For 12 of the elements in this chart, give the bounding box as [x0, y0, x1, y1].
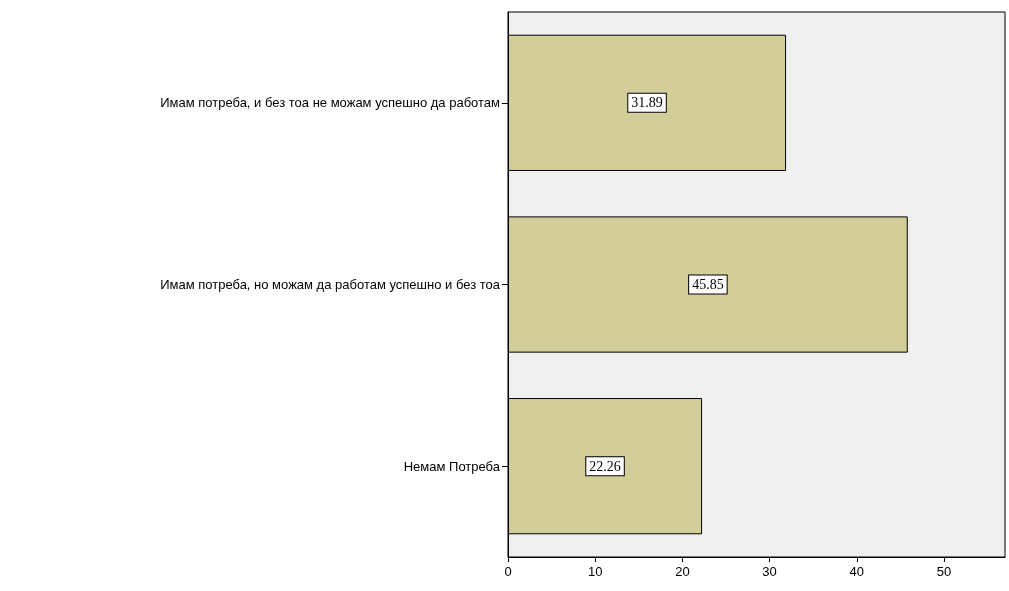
x-tick-label: 0 — [504, 564, 512, 579]
y-tick-label: Немам Потреба — [403, 458, 501, 474]
y-tick-label: Имам потреба, но можам да работам успешно и без тоа — [160, 277, 501, 292]
x-tick-label: 40 — [849, 564, 865, 579]
data-label: 22.26 — [589, 458, 621, 474]
x-tick-label: 10 — [587, 564, 603, 579]
x-tick-label: 20 — [675, 564, 690, 579]
x-tick-label: 30 — [762, 564, 777, 579]
x-tick-label: 50 — [936, 564, 952, 579]
y-tick-label: Имам потреба, и без тоа не можам успешно да работам — [160, 95, 501, 111]
data-label: 31.89 — [631, 95, 663, 111]
data-label: 45.85 — [692, 277, 724, 292]
